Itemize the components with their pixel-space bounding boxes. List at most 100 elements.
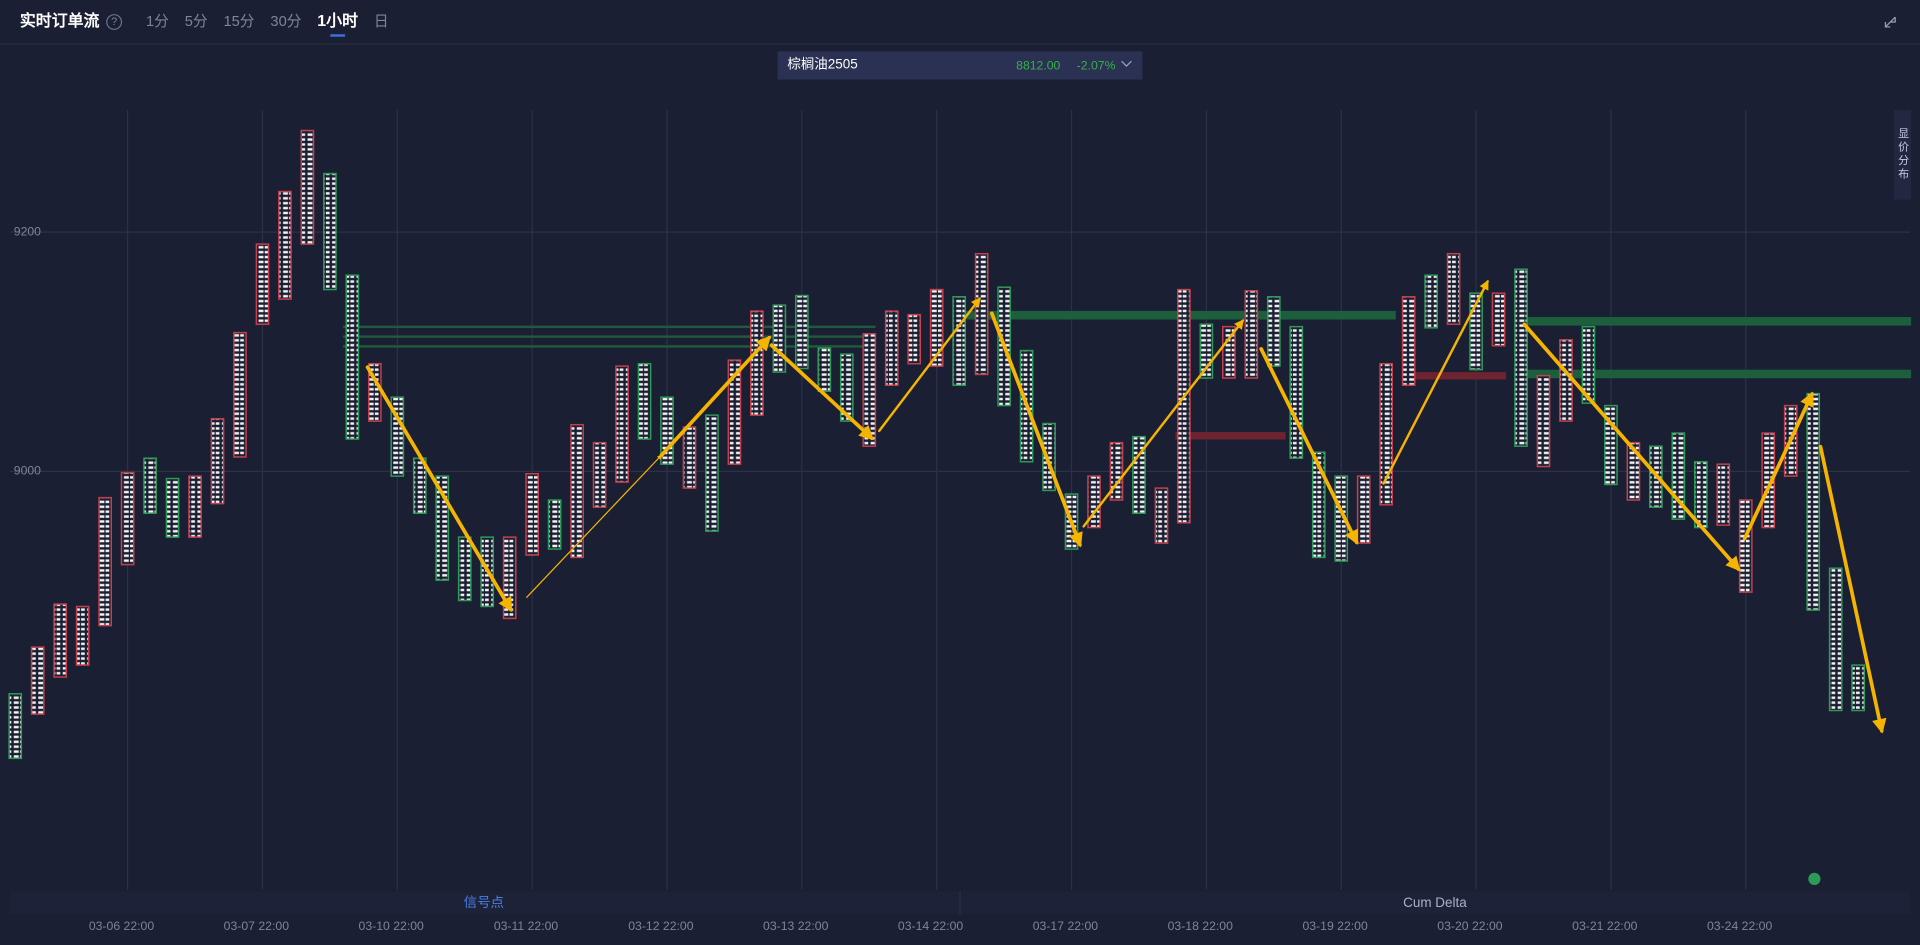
- candle: [794, 294, 809, 370]
- help-mark: ?: [111, 16, 117, 28]
- candle: [839, 353, 854, 422]
- x-tick-label: 03-11 22:00: [494, 919, 559, 933]
- candle: [1311, 451, 1326, 559]
- candle: [817, 347, 832, 392]
- candle: [98, 496, 112, 627]
- x-tick-label: 03-21 22:00: [1572, 919, 1638, 933]
- candle: [323, 172, 337, 291]
- candle: [682, 426, 697, 489]
- candle: [300, 129, 315, 245]
- candle: [1222, 325, 1236, 379]
- candle: [592, 441, 607, 508]
- footer-tab[interactable]: Cum Delta: [1403, 895, 1467, 910]
- interval-tab[interactable]: 5分: [185, 13, 208, 30]
- app-title: 实时订单流: [20, 11, 100, 30]
- interval-tab[interactable]: 日: [374, 14, 389, 30]
- candle: [1244, 290, 1259, 379]
- candle: [1379, 362, 1394, 506]
- candle: [278, 190, 292, 300]
- plot: 9000 9200: [10, 110, 1910, 890]
- signal-marker: [1808, 872, 1821, 886]
- x-tick-label: 03-14 22:00: [898, 919, 964, 933]
- ticker-change: -2.07%: [1077, 58, 1116, 72]
- candle: [1334, 475, 1349, 562]
- ticker-box[interactable]: [777, 51, 1143, 80]
- candle: [974, 252, 989, 376]
- x-tick-label: 03-13 22:00: [763, 919, 829, 933]
- candle: [1446, 252, 1461, 325]
- x-tick-label: 03-12 22:00: [628, 919, 694, 933]
- x-tick-label: 03-19 22:00: [1302, 919, 1368, 933]
- candle: [1177, 288, 1191, 524]
- candle: [53, 603, 68, 678]
- candle: [120, 471, 135, 566]
- candle: [1132, 435, 1146, 514]
- ticker-name: 棕榈油2505: [787, 56, 857, 71]
- candle: [1199, 323, 1214, 379]
- x-tick-label: 03-20 22:00: [1437, 919, 1503, 933]
- y-tick-label: 9200: [14, 224, 41, 238]
- candle: [907, 313, 922, 365]
- candle: [1289, 325, 1304, 459]
- candle: [1738, 499, 1753, 593]
- candle: [1491, 292, 1506, 347]
- candle: [1154, 487, 1169, 544]
- x-tick-label: 03-17 22:00: [1033, 919, 1099, 933]
- candle: [862, 333, 877, 447]
- candle: [727, 359, 742, 465]
- candle: [525, 472, 540, 556]
- x-tick-label: 03-10 22:00: [359, 919, 425, 933]
- candle: [750, 310, 764, 416]
- candle: [1806, 392, 1821, 611]
- candle: [952, 295, 967, 386]
- interval-tab[interactable]: 15分: [223, 13, 254, 30]
- candle: [210, 417, 225, 505]
- candle: [1828, 567, 1843, 712]
- interval-tab[interactable]: 1小时: [317, 12, 358, 30]
- candle: [570, 423, 584, 559]
- interval-tab[interactable]: 1分: [146, 13, 169, 30]
- x-axis: 03-06 22:00 03-07 22:00 03-10 22:00 03-11 2…: [89, 919, 1773, 933]
- candle: [929, 288, 944, 367]
- candle: [1087, 475, 1101, 529]
- candle: [75, 605, 90, 666]
- candle: [1356, 475, 1371, 544]
- candle: [188, 475, 202, 538]
- interval-tab[interactable]: 30分: [270, 13, 301, 30]
- dropdown-icon[interactable]: [1121, 60, 1132, 67]
- candle: [457, 536, 472, 602]
- candle: [1266, 295, 1281, 367]
- candle: [1761, 432, 1776, 529]
- side-panel[interactable]: [1893, 110, 1912, 200]
- y-tick-label: 9000: [14, 464, 41, 478]
- candle: [1851, 664, 1865, 712]
- candle: [547, 499, 562, 550]
- candle: [1559, 339, 1573, 422]
- levels: [343, 310, 1912, 440]
- ticker-price: 8812.00: [1016, 58, 1060, 72]
- candle: [8, 693, 23, 760]
- candle: [1536, 374, 1551, 468]
- candle: [1581, 325, 1596, 404]
- candle: [772, 304, 787, 373]
- collapse-icon[interactable]: [1884, 16, 1896, 28]
- candle: [233, 331, 247, 458]
- footer-tab[interactable]: 信号点: [464, 895, 504, 910]
- candle: [1716, 463, 1731, 526]
- interval-tabs: 1分 5分 15分 30分 1小时日: [146, 12, 389, 37]
- candle: [165, 477, 180, 538]
- candle: [1693, 461, 1708, 529]
- trend-arrows: [365, 279, 1887, 734]
- x-tick-label: 03-06 22:00: [89, 919, 155, 933]
- candle: [1514, 268, 1528, 447]
- candle: [390, 396, 405, 477]
- candle: [30, 646, 45, 715]
- x-tick-label: 03-18 22:00: [1168, 919, 1234, 933]
- active-underline: [330, 34, 345, 37]
- help-icon[interactable]: [106, 14, 123, 30]
- candle: [637, 362, 652, 440]
- candle: [615, 365, 629, 483]
